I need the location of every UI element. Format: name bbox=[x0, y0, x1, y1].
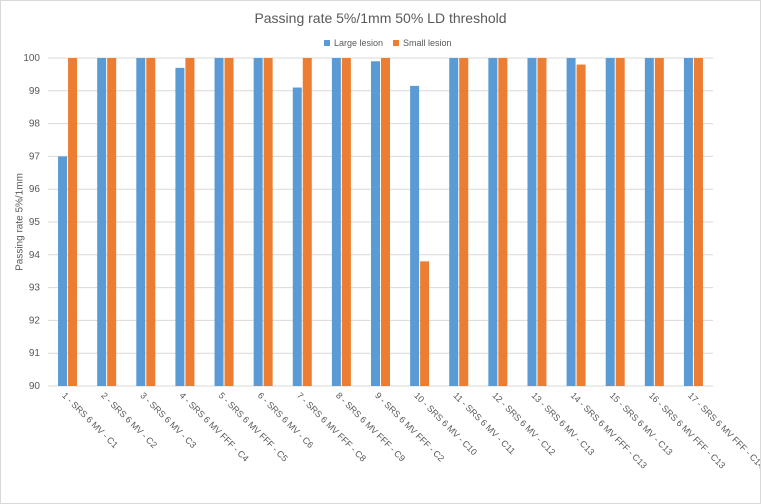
x-tick-label: 16 - SRS 6 MV FFF - C13 bbox=[647, 390, 727, 470]
bar-small-lesion bbox=[576, 64, 586, 386]
x-tick-label: 9 - SRS 6 MV FFF - C2 bbox=[373, 390, 446, 463]
chart-legend: Large lesion Small lesion bbox=[324, 38, 452, 48]
bar-large-lesion bbox=[292, 87, 302, 387]
bar-large-lesion bbox=[410, 85, 420, 386]
y-tick-label: 100 bbox=[23, 53, 40, 64]
bar-large-lesion bbox=[175, 67, 185, 386]
legend-swatch-large-lesion bbox=[324, 40, 330, 46]
x-tick-label: 5 - SRS 6 MV FFF - C5 bbox=[217, 390, 290, 463]
bar-large-lesion bbox=[566, 58, 576, 386]
bar-small-lesion bbox=[263, 58, 273, 386]
y-tick-label: 93 bbox=[29, 283, 41, 294]
bar-small-lesion bbox=[615, 58, 625, 386]
bar-large-lesion bbox=[214, 58, 224, 386]
x-tick-label: 14 - SRS 6 MV FFF - C13 bbox=[569, 390, 649, 470]
bar-large-lesion bbox=[605, 58, 615, 386]
bar-large-lesion bbox=[527, 58, 537, 386]
legend-item-large-lesion: Large lesion bbox=[324, 38, 383, 48]
bar-small-lesion bbox=[654, 58, 664, 386]
bar-large-lesion bbox=[331, 58, 341, 386]
bar-large-lesion bbox=[683, 58, 693, 386]
bar-large-lesion bbox=[371, 61, 380, 386]
bar-small-lesion bbox=[420, 261, 430, 386]
bar-small-lesion bbox=[341, 58, 351, 386]
bar-small-lesion bbox=[459, 58, 469, 386]
y-tick-label: 98 bbox=[29, 119, 41, 130]
bar-large-lesion bbox=[97, 58, 107, 386]
bar-small-lesion bbox=[381, 58, 390, 386]
bar-small-lesion bbox=[68, 58, 78, 386]
legend-label-large-lesion: Large lesion bbox=[334, 38, 384, 48]
y-tick-label: 96 bbox=[29, 184, 41, 195]
y-tick-label: 99 bbox=[29, 86, 41, 97]
bar-large-lesion bbox=[253, 58, 263, 386]
bar-small-lesion bbox=[146, 58, 156, 386]
y-tick-label: 95 bbox=[29, 217, 41, 228]
chart-title: Passing rate 5%/1mm 50% LD threshold bbox=[254, 10, 507, 26]
y-tick-label: 91 bbox=[29, 348, 41, 359]
y-tick-label: 90 bbox=[29, 381, 41, 392]
bar-large-lesion bbox=[136, 58, 146, 386]
y-tick-label: 97 bbox=[29, 151, 41, 162]
bar-small-lesion bbox=[107, 58, 117, 386]
legend-label-small-lesion: Small lesion bbox=[403, 38, 452, 48]
bar-small-lesion bbox=[537, 58, 547, 386]
x-tick-label: 7 - SRS 6 MV FFF - C8 bbox=[295, 390, 368, 463]
bar-small-lesion bbox=[302, 58, 312, 386]
bar-small-lesion bbox=[498, 58, 508, 386]
x-tick-label: 4 - SRS 6 MV FFF - C4 bbox=[177, 390, 250, 463]
bar-small-lesion bbox=[693, 58, 703, 386]
bar-large-lesion bbox=[644, 58, 654, 386]
bar-small-lesion bbox=[185, 58, 195, 386]
bar-small-lesion bbox=[224, 58, 234, 386]
legend-item-small-lesion: Small lesion bbox=[393, 38, 452, 48]
y-tick-label: 94 bbox=[29, 250, 41, 261]
bar-large-lesion bbox=[449, 58, 459, 386]
bar-large-lesion bbox=[58, 156, 68, 386]
legend-swatch-small-lesion bbox=[393, 40, 400, 46]
bar-large-lesion bbox=[488, 58, 498, 386]
y-tick-label: 92 bbox=[29, 315, 41, 326]
x-tick-label: 8 - SRS 6 MV FFF - C9 bbox=[334, 390, 407, 463]
